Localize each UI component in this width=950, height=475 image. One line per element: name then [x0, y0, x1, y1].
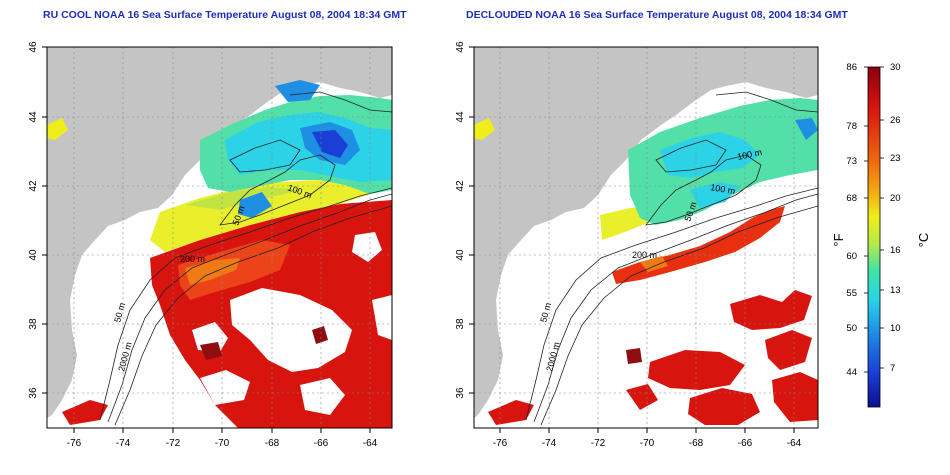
right-grid: [474, 47, 818, 428]
left-lat-tick-44: 44: [28, 111, 39, 123]
left-isobath-label-200m: 200 m: [180, 254, 205, 264]
fahrenheit-tick-44: 44: [846, 367, 857, 378]
colorbar: 86 78 73 68 60 55 50 44 30 26 23 20 16 1…: [831, 62, 931, 408]
right-lon-tick-76: -76: [493, 438, 508, 449]
right-isobaths: [525, 91, 818, 426]
right-map-frame: [473, 46, 819, 429]
left-lon-tick-68: -68: [265, 438, 280, 449]
left-lat-tick-36: 36: [28, 387, 39, 399]
right-lat-tick-36: 36: [455, 387, 466, 399]
left-lon-tick-66: -66: [314, 438, 329, 449]
left-grid: [47, 47, 392, 428]
right-map-panel: 100 m 50 m 100 m 200 m 50 m 2000 m: [455, 41, 819, 449]
left-cool-water: [47, 80, 392, 252]
right-lat-tick-42: 42: [455, 180, 466, 192]
fahrenheit-tick-86: 86: [846, 62, 857, 73]
right-cool-water: [474, 98, 818, 240]
right-lon-tick-70: -70: [640, 438, 655, 449]
fahrenheit-tick-68: 68: [846, 193, 857, 204]
left-lon-tick-76: -76: [67, 438, 82, 449]
celsius-tick-16: 16: [890, 245, 901, 256]
left-map-panel: 50 m 100 m 200 m 50 m 2000 m: [28, 41, 393, 449]
fahrenheit-unit-label: °F: [831, 233, 846, 246]
right-lat-tick-44: 44: [455, 111, 466, 123]
left-panel-title: RU COOL NOAA 16 Sea Surface Temperature …: [43, 9, 407, 21]
fahrenheit-tick-60: 60: [846, 251, 857, 262]
right-lon-tick-74: -74: [542, 438, 557, 449]
left-map-frame: [46, 46, 393, 429]
right-panel-title: DECLOUDED NOAA 16 Sea Surface Temperatur…: [466, 9, 848, 21]
fahrenheit-tick-78: 78: [846, 121, 857, 132]
right-lon-tick-66: -66: [738, 438, 753, 449]
right-lon-tick-68: -68: [689, 438, 704, 449]
celsius-unit-label: °C: [916, 233, 931, 248]
left-lat-tick-42: 42: [28, 180, 39, 192]
right-lat-tick-38: 38: [455, 318, 466, 330]
fahrenheit-tick-50: 50: [846, 323, 857, 334]
right-lon-tick-72: -72: [591, 438, 606, 449]
left-lat-tick-40: 40: [28, 249, 39, 261]
fahrenheit-tick-55: 55: [846, 288, 857, 299]
right-lon-tick-64: -64: [787, 438, 802, 449]
celsius-tick-13: 13: [890, 285, 901, 296]
left-lon-tick-70: -70: [215, 438, 230, 449]
celsius-tick-30: 30: [890, 62, 901, 73]
left-isobaths: [99, 91, 392, 426]
celsius-tick-26: 26: [890, 115, 901, 126]
left-land: [47, 47, 392, 418]
left-lon-tick-64: -64: [363, 438, 378, 449]
right-lat-tick-46: 46: [455, 41, 466, 53]
fahrenheit-tick-73: 73: [846, 156, 857, 167]
right-isobath-label-100m: 100 m: [710, 182, 736, 196]
left-lat-tick-38: 38: [28, 318, 39, 330]
celsius-tick-7: 7: [890, 363, 895, 374]
left-lon-tick-74: -74: [116, 438, 131, 449]
left-warm-water: [62, 200, 392, 428]
celsius-tick-20: 20: [890, 193, 901, 204]
celsius-tick-23: 23: [890, 153, 901, 164]
right-warm-water: [488, 206, 818, 425]
celsius-tick-10: 10: [890, 323, 901, 334]
colorbar-gradient: [867, 66, 881, 408]
left-lon-tick-72: -72: [166, 438, 181, 449]
right-lat-tick-40: 40: [455, 249, 466, 261]
left-lat-tick-46: 46: [28, 41, 39, 53]
right-land: [474, 47, 818, 418]
